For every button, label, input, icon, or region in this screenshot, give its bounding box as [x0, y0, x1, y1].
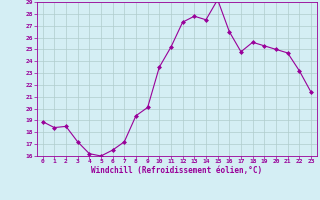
- X-axis label: Windchill (Refroidissement éolien,°C): Windchill (Refroidissement éolien,°C): [91, 166, 262, 175]
